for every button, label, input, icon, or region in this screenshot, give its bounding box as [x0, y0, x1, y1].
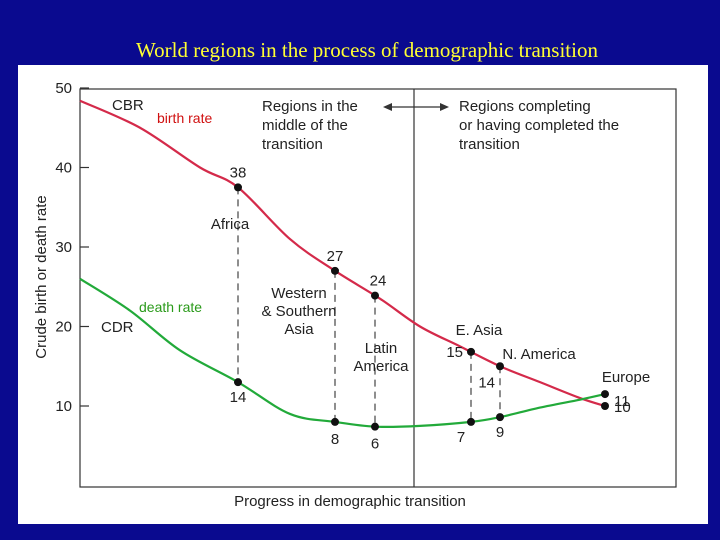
region-annotation-label: Latin — [365, 340, 398, 357]
phase-label-middle-line: Regions in the — [262, 98, 358, 115]
region-annotation-label: Western — [271, 285, 327, 302]
phase-label-middle-line: middle of the — [262, 117, 348, 134]
phase-label-completed-line: or having completed the — [459, 117, 619, 134]
overlay-label-birth-rate: birth rate — [157, 110, 212, 126]
y-axis: 10 20 30 40 50 — [55, 80, 89, 415]
region-annotation-label: N. America — [502, 346, 576, 363]
phase-label-completed-line: transition — [459, 136, 520, 153]
region-markers — [234, 183, 609, 431]
death-rate-marker — [371, 422, 379, 431]
birth-rate-marker — [371, 291, 379, 300]
y-tick-label: 10 — [55, 398, 72, 415]
y-tick-label: 30 — [55, 239, 72, 256]
birth-rate-marker — [601, 402, 609, 410]
phase-arrow — [383, 103, 449, 111]
birth-rate-value-label: 27 — [327, 248, 344, 265]
birth-rate-marker — [467, 347, 475, 356]
series-label-cdr: CDR — [101, 319, 134, 336]
region-drop-lines — [237, 187, 501, 427]
death-rate-value-label: 9 — [496, 424, 504, 441]
birth-rate-marker — [234, 183, 242, 192]
birth-rate-value-label: 24 — [370, 273, 387, 290]
birth-rate-marker — [331, 266, 339, 275]
death-rate-value-label: 14 — [230, 389, 247, 406]
x-axis-label: Progress in demographic transition — [234, 493, 466, 510]
death-rate-marker — [496, 413, 504, 422]
death-rate-value-label: 11 — [614, 393, 630, 410]
y-tick-label: 20 — [55, 319, 72, 336]
death-rate-marker — [601, 390, 609, 399]
phase-arrow-head-left — [383, 103, 392, 111]
phase-label-completed-line: Regions completing — [459, 98, 591, 115]
region-annotation-label: Europe — [602, 369, 650, 386]
series-label-cbr: CBR — [112, 97, 144, 114]
phase-label-middle: Regions in the middle of the transition — [262, 98, 358, 153]
demographic-transition-chart: 10 20 30 40 50 Crude birth or death rate Pro… — [33, 80, 677, 510]
y-tick-label: 40 — [55, 160, 72, 177]
slide-title: World regions in the process of demograp… — [136, 38, 598, 62]
death-rate-marker — [331, 417, 339, 426]
birth-rate-value-label: 15 — [446, 344, 463, 361]
death-rate-value-label: 6 — [371, 436, 379, 453]
death-rate-value-label: 7 — [457, 429, 465, 446]
birth-rate-value-label: 38 — [230, 164, 247, 181]
region-annotation-label: E. Asia — [456, 322, 503, 339]
region-annotation-label: & Southern — [261, 303, 336, 320]
y-tick-label: 50 — [55, 80, 72, 97]
region-annotation-label: America — [353, 358, 409, 375]
birth-rate-marker — [496, 362, 504, 371]
phase-arrow-head-right — [440, 103, 449, 111]
death-rate-marker — [467, 417, 475, 426]
y-axis-label: Crude birth or death rate — [33, 195, 50, 358]
birth-rate-value-label: 14 — [478, 374, 495, 391]
death-rate-value-label: 8 — [331, 431, 339, 448]
chart-panel: 10 20 30 40 50 Crude birth or death rate Pro… — [18, 65, 708, 524]
phase-label-middle-line: transition — [262, 136, 323, 153]
death-rate-marker — [234, 378, 242, 387]
region-annotation-label: Africa — [211, 216, 250, 233]
phase-label-completed: Regions completing or having completed th… — [459, 98, 619, 153]
plot-frame — [79, 88, 677, 488]
region-annotation-label: Asia — [284, 321, 314, 338]
birth-rate-value-label: 10 — [614, 399, 631, 416]
overlay-label-death-rate: death rate — [139, 299, 202, 315]
